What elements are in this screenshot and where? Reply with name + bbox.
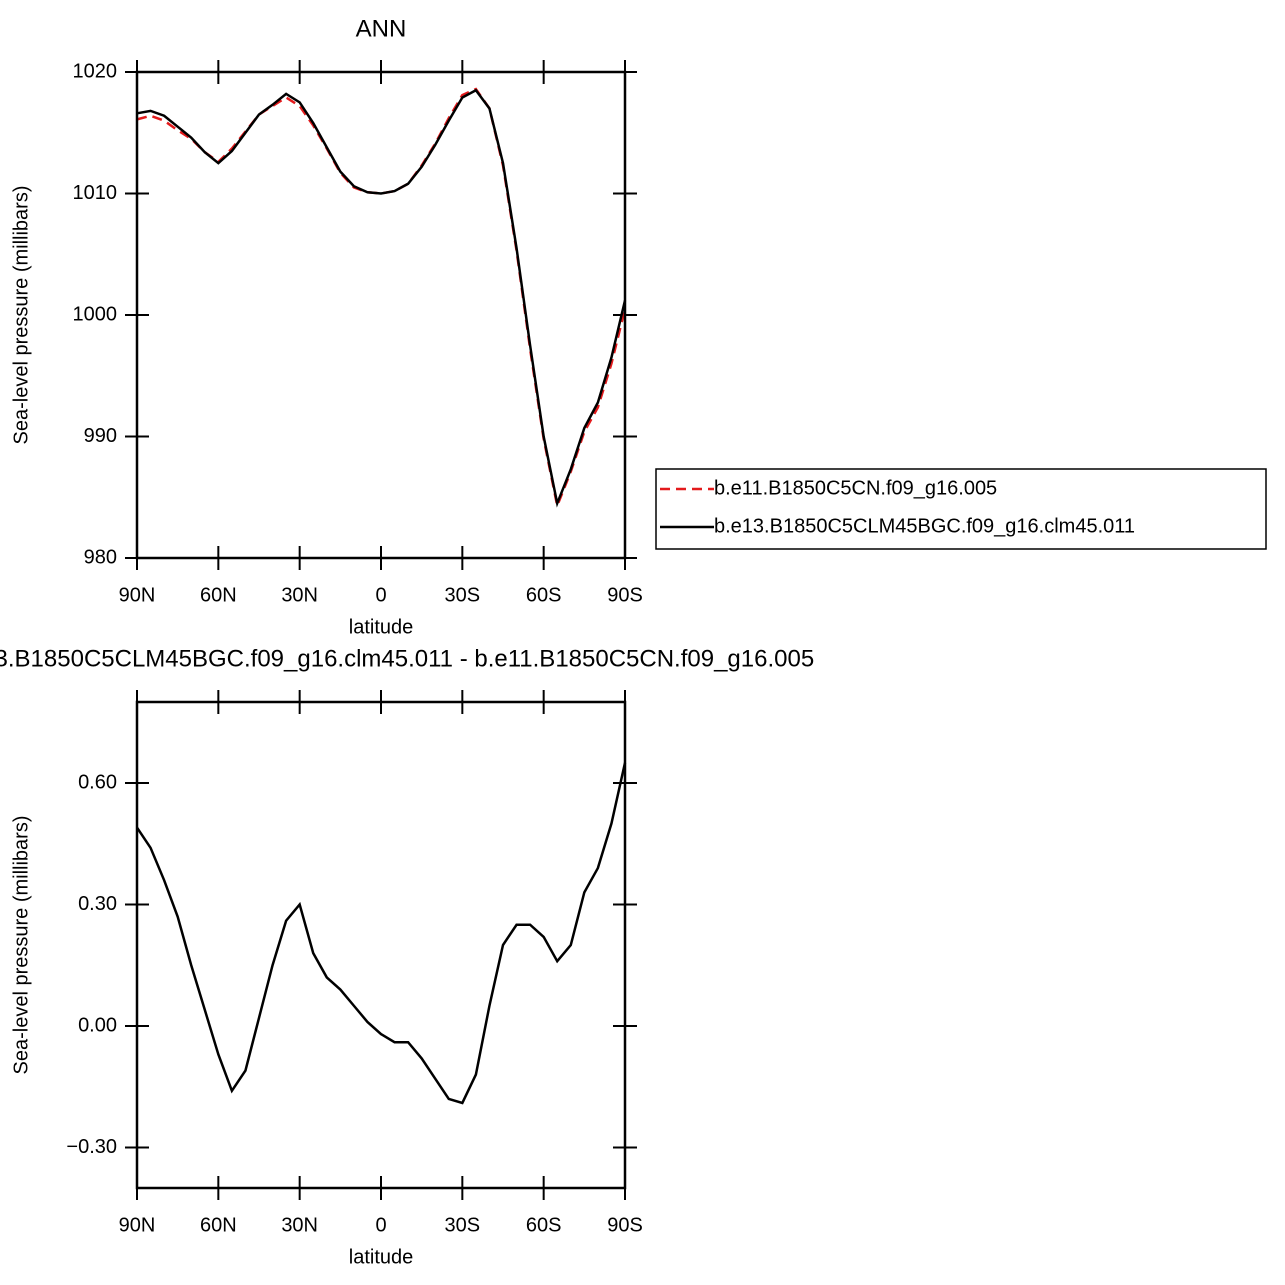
y-tick-label: 0.60 (78, 771, 117, 793)
plot-frame (135, 700, 627, 1190)
y-axis-label: Sea-level pressure (millibars) (10, 186, 32, 445)
series-line (135, 762, 627, 1105)
legend-box (655, 468, 1267, 550)
x-tick-label: 30S (445, 1214, 481, 1236)
y-tick-label: 1000 (73, 303, 118, 325)
y-tick-label: 990 (84, 425, 117, 447)
y-tick-label: −0.30 (66, 1136, 117, 1158)
series-line (136, 88, 627, 508)
y-tick-label: 980 (84, 546, 117, 568)
x-tick-label: 30N (281, 584, 318, 606)
series-line (136, 87, 627, 511)
x-tick-label: 60S (526, 584, 562, 606)
x-tick-label: 90S (607, 584, 643, 606)
x-tick-label: 0 (375, 1214, 386, 1236)
x-tick-label: 90S (607, 1214, 643, 1236)
x-tick-label: 90N (119, 1214, 156, 1236)
x-axis-label: latitude (349, 1246, 414, 1268)
legend-label: b.e11.B1850C5CN.f09_g16.005 (714, 477, 997, 499)
x-tick-label: 60N (200, 1214, 237, 1236)
x-tick-label: 0 (375, 584, 386, 606)
x-tick-label: 30S (445, 584, 481, 606)
chart-title: ANN (356, 15, 407, 42)
x-tick-label: 60S (526, 1214, 562, 1236)
plot-frame (135, 70, 627, 560)
x-tick-label: 90N (119, 584, 156, 606)
x-tick-label: 60N (200, 584, 237, 606)
x-tick-label: 30N (281, 1214, 318, 1236)
y-tick-label: 0.00 (78, 1014, 117, 1036)
y-tick-label: 1010 (73, 182, 118, 204)
legend-label: b.e13.B1850C5CLM45BGC.f09_g16.clm45.011 (714, 515, 1135, 537)
x-axis-label: latitude (349, 616, 414, 638)
y-tick-label: 0.30 (78, 893, 117, 915)
y-axis-label: Sea-level pressure (millibars) (10, 816, 32, 1075)
y-tick-label: 1020 (73, 60, 118, 82)
chart-title: b.e13.B1850C5CLM45BGC.f09_g16.clm45.011 … (0, 645, 814, 672)
